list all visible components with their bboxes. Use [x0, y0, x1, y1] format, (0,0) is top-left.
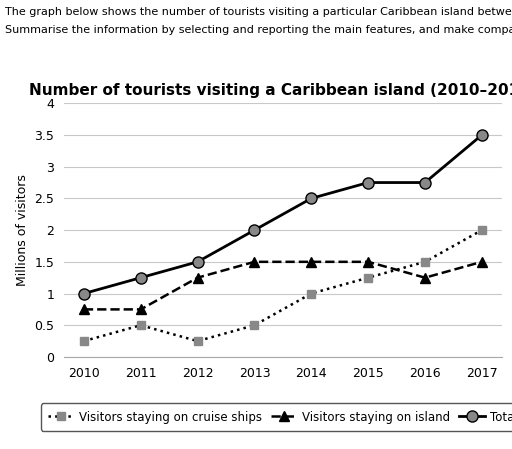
Text: The graph below shows the number of tourists visiting a particular Caribbean isl: The graph below shows the number of tour… [5, 7, 512, 17]
Title: Number of tourists visiting a Caribbean island (2010–2017): Number of tourists visiting a Caribbean … [29, 83, 512, 98]
Y-axis label: Millions of visitors: Millions of visitors [16, 174, 29, 286]
Text: Summarise the information by selecting and reporting the main features, and make: Summarise the information by selecting a… [5, 25, 512, 35]
Legend: Visitors staying on cruise ships, Visitors staying on island, Total: Visitors staying on cruise ships, Visito… [41, 404, 512, 431]
